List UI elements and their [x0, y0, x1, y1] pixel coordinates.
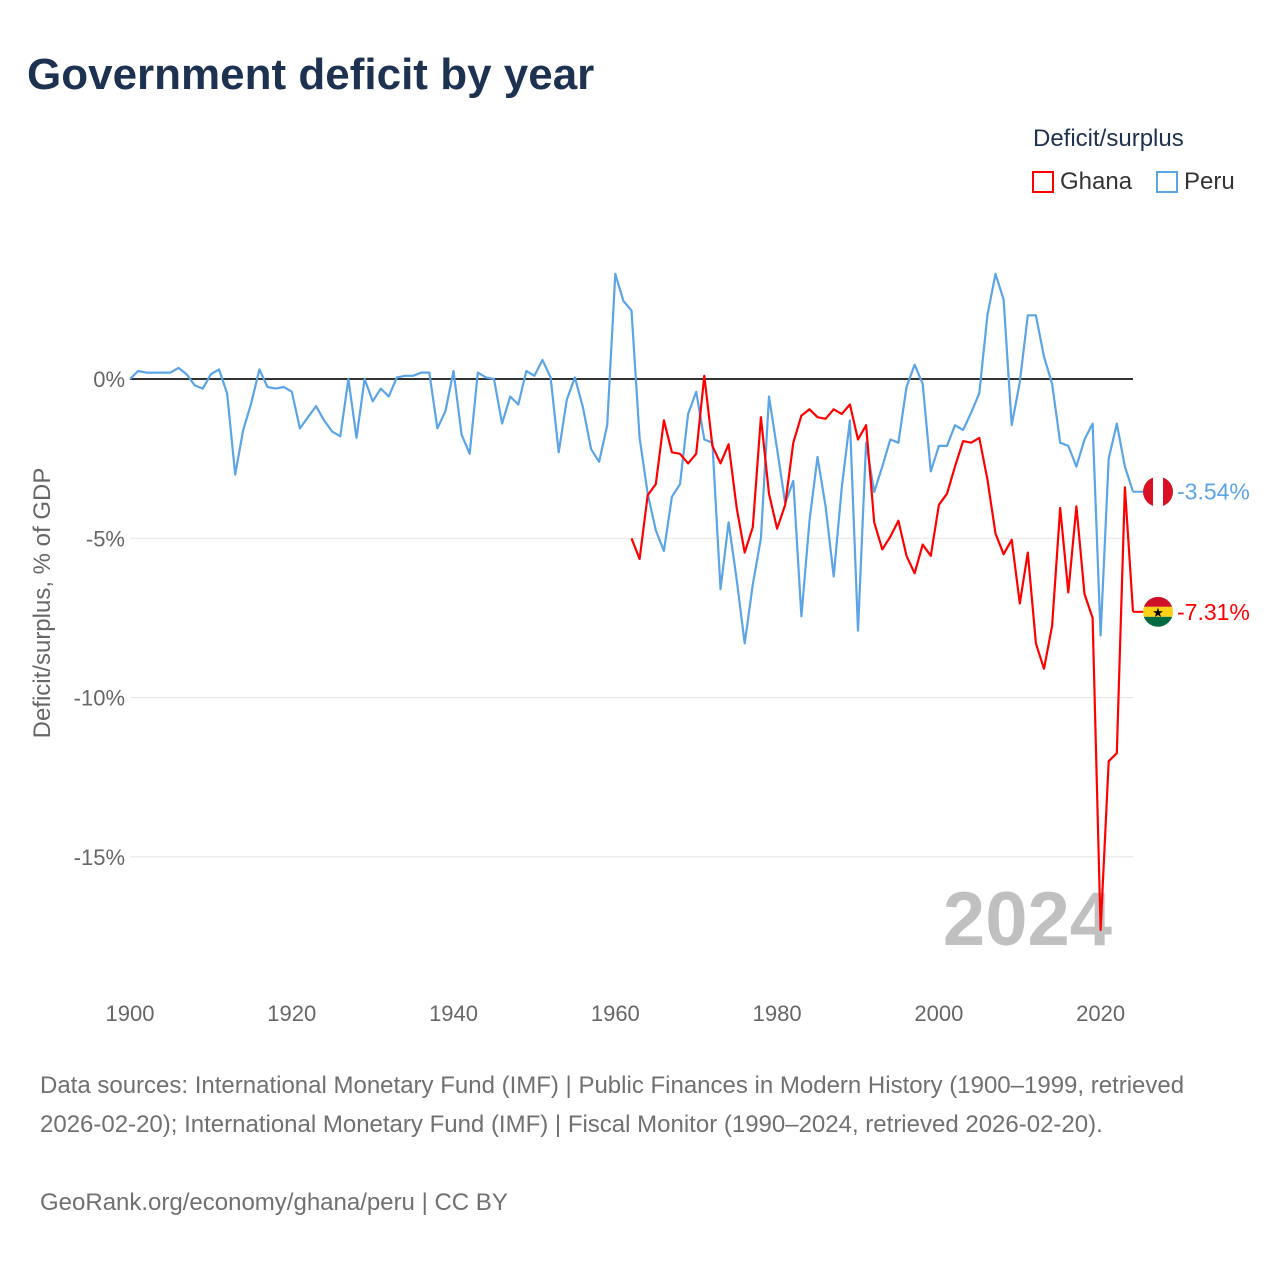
- series-line-peru[interactable]: [129, 272, 1135, 645]
- year-watermark: 2024: [943, 877, 1112, 962]
- line-chart: 0% -5% -10% -15% 1900 1920 1940 1960 1980 2000 202…: [29, 272, 1250, 1026]
- credit-link[interactable]: GeoRank.org/economy/ghana/peru | CC BY: [40, 1189, 508, 1216]
- legend-label-ghana: Ghana: [1060, 168, 1133, 195]
- end-value-label-ghana: -7.31%: [1177, 599, 1250, 625]
- data-sources: Data sources: International Monetary Fun…: [40, 1072, 1185, 1138]
- y-tick-label: 0%: [93, 367, 125, 392]
- legend-item-peru[interactable]: Peru: [1156, 168, 1235, 196]
- ghana-flag-icon: ★: [1143, 596, 1173, 627]
- legend-title: Deficit/surplus: [1033, 125, 1184, 152]
- x-tick-label: 1940: [429, 1001, 478, 1026]
- peru-flag-icon: [1143, 476, 1173, 507]
- x-tick-label: 1920: [267, 1001, 316, 1026]
- x-tick-label: 1980: [753, 1001, 802, 1026]
- y-tick-label: -15%: [74, 845, 125, 870]
- svg-text:★: ★: [1152, 605, 1164, 620]
- legend-label-peru: Peru: [1184, 168, 1235, 195]
- x-tick-label: 2020: [1076, 1001, 1125, 1026]
- legend-swatch-ghana: [1032, 171, 1054, 193]
- chart-title: Government deficit by year: [27, 50, 595, 99]
- x-tick-label: 2000: [914, 1001, 963, 1026]
- series-line-ghana[interactable]: [630, 374, 1135, 932]
- y-tick-label: -10%: [74, 686, 125, 711]
- y-axis-label: Deficit/surplus, % of GDP: [29, 468, 56, 739]
- x-tick-label: 1960: [591, 1001, 640, 1026]
- y-tick-label: -5%: [86, 526, 125, 551]
- x-tick-label: 1900: [106, 1001, 155, 1026]
- legend-item-ghana[interactable]: Ghana: [1032, 168, 1132, 196]
- legend-swatch-peru: [1156, 171, 1178, 193]
- end-value-label-peru: -3.54%: [1177, 479, 1250, 505]
